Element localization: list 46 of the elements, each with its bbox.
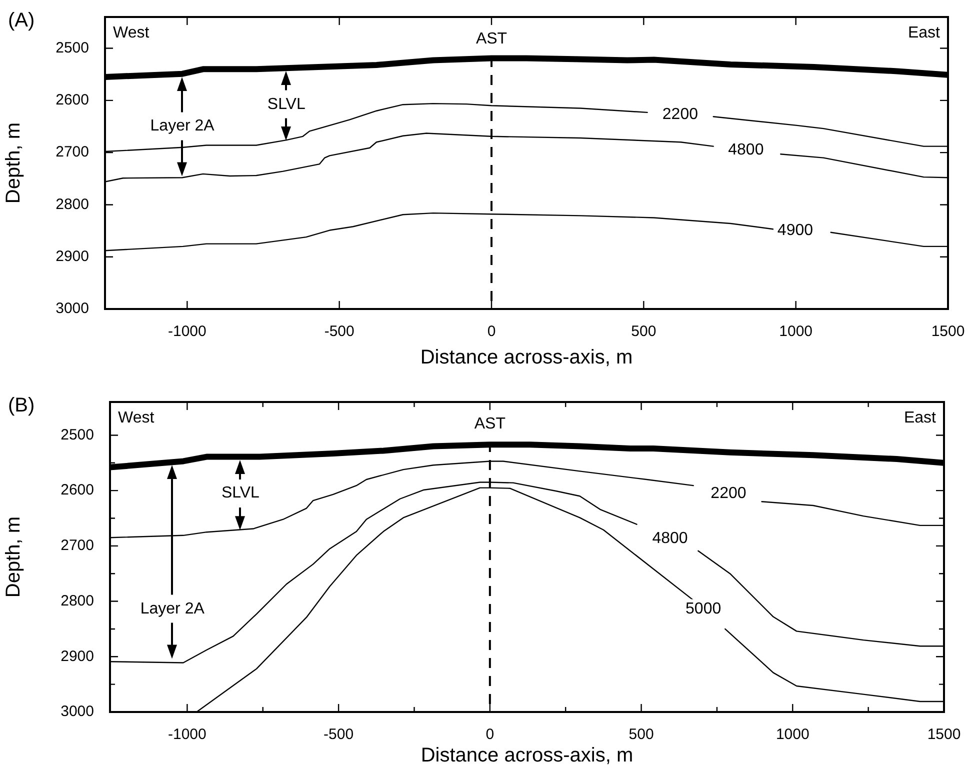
y-tick-label: 2900 (56, 248, 89, 265)
annotation: East (904, 409, 937, 426)
annotation: SLVL (267, 96, 306, 113)
series-label: 4800 (728, 142, 764, 159)
x-tick-label: 1500 (931, 323, 965, 340)
chart-title: (A) (8, 10, 35, 32)
y-axis-title: Depth, m (2, 516, 25, 598)
chart-title: (B) (8, 394, 35, 417)
y-tick-label: 3000 (56, 300, 89, 318)
y-tick-label: 2900 (60, 648, 94, 665)
series-label: 5000 (686, 600, 722, 618)
y-tick-label: 2500 (60, 426, 94, 444)
y-tick-label: 2600 (56, 92, 89, 109)
x-tick-label: 500 (628, 726, 654, 744)
x-tick-label: 0 (487, 323, 496, 340)
annotation: West (113, 24, 150, 42)
annotation: Layer 2A (150, 117, 215, 134)
annotation: SLVL (221, 484, 260, 502)
series-label: 2200 (710, 485, 746, 502)
x-tick-label: 1000 (776, 726, 810, 744)
annotation: West (118, 409, 155, 426)
y-tick-label: 2800 (56, 196, 89, 213)
x-axis-title: Distance across-axis, m (420, 744, 634, 767)
y-tick-label: 2700 (60, 537, 94, 554)
annotation: Layer 2A (140, 600, 205, 618)
series-label: 2200 (662, 106, 698, 123)
x-tick-label: 1500 (927, 726, 961, 744)
x-tick-label: -500 (324, 726, 354, 744)
y-tick-label: 2600 (60, 482, 94, 499)
y-tick-label: 2700 (56, 144, 89, 161)
x-tick-label: 500 (631, 323, 656, 340)
x-tick-label: 1000 (779, 323, 813, 340)
y-tick-label: 3000 (60, 703, 94, 720)
annotation: East (908, 24, 941, 42)
y-tick-label: 2500 (56, 39, 89, 56)
x-tick-label: 0 (486, 726, 494, 744)
series-label: 4800 (652, 530, 688, 548)
x-tick-label: -500 (324, 323, 354, 340)
x-axis-title: Distance across-axis, m (420, 346, 633, 369)
y-axis-title: Depth, m (2, 122, 25, 204)
y-tick-label: 2800 (60, 592, 94, 610)
x-tick-label: -1000 (168, 726, 206, 744)
ref-line-label: AST (476, 30, 508, 48)
x-tick-label: -1000 (168, 323, 206, 340)
ref-line-label: AST (474, 415, 506, 432)
series-label: 4900 (777, 222, 814, 239)
